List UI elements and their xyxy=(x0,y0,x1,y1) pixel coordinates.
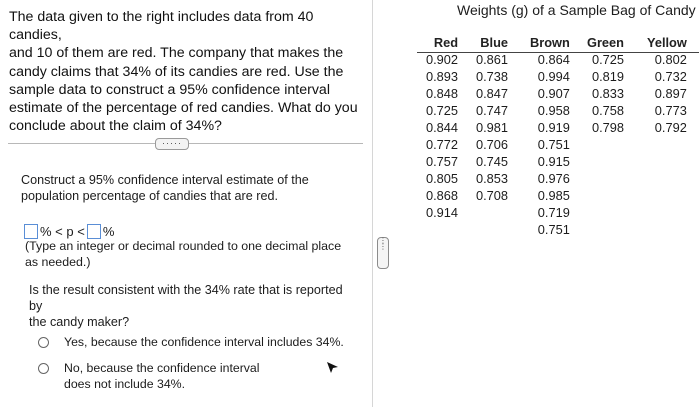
radio-button-icon[interactable] xyxy=(38,363,49,374)
question-line: candy claims that 34% of its candies are… xyxy=(9,63,344,80)
table-cell: 0.747 xyxy=(476,103,509,118)
column-yellow: Yellow 0.802 0.732 0.897 0.773 0.792 xyxy=(647,34,687,136)
table-cell: 0.745 xyxy=(476,154,509,169)
table-cell: 0.706 xyxy=(476,137,509,152)
table-cell: 0.757 xyxy=(426,154,459,169)
table-cell: 0.844 xyxy=(426,120,459,135)
ci-prompt-line: Construct a 95% confidence interval esti… xyxy=(21,173,309,187)
hint-line: as needed.) xyxy=(25,255,91,269)
table-cell: 0.915 xyxy=(537,154,570,169)
table-cell: 0.792 xyxy=(654,120,687,135)
column-header: Brown xyxy=(530,35,570,50)
question-line: and 10 of them are red. The company that… xyxy=(9,45,344,62)
question-line: The data given to the right includes dat… xyxy=(9,9,314,44)
ci-prompt: Construct a 95% confidence interval esti… xyxy=(21,172,351,204)
question-text: The data given to the right includes dat… xyxy=(9,8,359,135)
expand-more-button[interactable]: ····· xyxy=(155,138,189,150)
column-green: Green 0.725 0.819 0.833 0.758 0.798 xyxy=(587,34,624,136)
rounding-hint: (Type an integer or decimal rounded to o… xyxy=(25,238,355,270)
column-header: Red xyxy=(433,35,459,50)
column-brown: Brown 0.864 0.994 0.907 0.958 0.919 0.75… xyxy=(530,34,570,238)
table-cell: 0.914 xyxy=(426,205,459,220)
option-yes[interactable]: Yes, because the confidence interval inc… xyxy=(38,335,364,351)
ci-expr-middle: % < p < xyxy=(40,223,85,239)
table-cell: 0.725 xyxy=(426,103,459,118)
table-cell: 0.732 xyxy=(654,69,687,84)
table-cell: 0.985 xyxy=(537,188,570,203)
ci-prompt-line: population percentage of candies that ar… xyxy=(21,189,278,203)
table-cell: 0.708 xyxy=(476,188,509,203)
option-label: No, because the confidence interval does… xyxy=(64,361,284,392)
table-cell: 0.847 xyxy=(476,86,509,101)
option-line: Yes, because the confidence interval inc… xyxy=(64,335,344,349)
hint-line: (Type an integer or decimal rounded to o… xyxy=(25,239,342,253)
option-label: Yes, because the confidence interval inc… xyxy=(64,335,364,351)
table-cell: 0.919 xyxy=(537,120,570,135)
table-cell: 0.958 xyxy=(537,103,570,118)
table-cell: 0.981 xyxy=(476,120,509,135)
table-cell: 0.798 xyxy=(591,120,624,135)
table-cell: 0.902 xyxy=(426,52,459,67)
table-header-rule xyxy=(417,52,699,53)
panel-resize-handle[interactable]: ⋮ ⋮ xyxy=(377,237,389,269)
table-cell: 0.819 xyxy=(591,69,624,84)
radio-button-icon[interactable] xyxy=(38,337,49,348)
table-cell: 0.994 xyxy=(537,69,570,84)
question-line: sample data to construct a 95% confidenc… xyxy=(9,81,330,98)
column-blue: Blue 0.861 0.738 0.847 0.747 0.981 0.706… xyxy=(476,34,508,204)
table-cell: 0.864 xyxy=(537,52,570,67)
table-cell: 0.853 xyxy=(476,171,509,186)
option-line: does not include 34%. xyxy=(64,376,186,391)
section-divider: ····· xyxy=(0,138,365,150)
consistency-prompt: Is the result consistent with the 34% ra… xyxy=(29,282,359,330)
table-cell: 0.738 xyxy=(476,69,509,84)
panel-separator xyxy=(372,0,373,407)
mouse-cursor-icon xyxy=(327,362,338,373)
table-cell: 0.751 xyxy=(537,137,570,152)
table-title: Weights (g) of a Sample Bag of Candy xyxy=(457,2,696,18)
column-header: Green xyxy=(587,35,624,50)
table-cell: 0.907 xyxy=(537,86,570,101)
data-table-panel: Weights (g) of a Sample Bag of Candy Red… xyxy=(390,0,700,407)
table-cell: 0.805 xyxy=(426,171,459,186)
column-header: Yellow xyxy=(647,35,687,50)
column-header: Blue xyxy=(480,35,509,50)
table-cell: 0.773 xyxy=(654,103,687,118)
question-line: conclude about the claim of 34%? xyxy=(9,118,222,135)
table-cell: 0.725 xyxy=(591,52,624,67)
question-line: estimate of the percentage of red candie… xyxy=(9,100,358,117)
table-cell: 0.861 xyxy=(476,52,509,67)
table-cell: 0.897 xyxy=(654,86,687,101)
table-cell: 0.868 xyxy=(426,188,459,203)
table-cell: 0.848 xyxy=(426,86,459,101)
option-line: No, because the confidence interval xyxy=(64,361,260,375)
table-cell: 0.758 xyxy=(591,103,624,118)
option-no[interactable]: No, because the confidence interval does… xyxy=(38,361,284,392)
table-cell: 0.802 xyxy=(654,52,687,67)
ci-upper-input[interactable] xyxy=(86,223,101,239)
question-panel: The data given to the right includes dat… xyxy=(0,8,365,392)
table-cell: 0.893 xyxy=(426,69,459,84)
table-cell: 0.976 xyxy=(537,171,570,186)
table-cell: 0.751 xyxy=(537,222,570,237)
ci-lower-input[interactable] xyxy=(24,223,38,239)
table-cell: 0.833 xyxy=(591,86,624,101)
ci-answer-row: % < p < % xyxy=(24,223,114,239)
ci-expr-end: % xyxy=(102,223,115,239)
column-red: Red 0.902 0.893 0.848 0.725 0.844 0.772 … xyxy=(426,34,458,221)
table-cell: 0.772 xyxy=(426,137,459,152)
consistency-line: Is the result consistent with the 34% ra… xyxy=(29,283,343,313)
table-cell: 0.719 xyxy=(537,205,570,220)
consistency-line: the candy maker? xyxy=(29,315,130,329)
